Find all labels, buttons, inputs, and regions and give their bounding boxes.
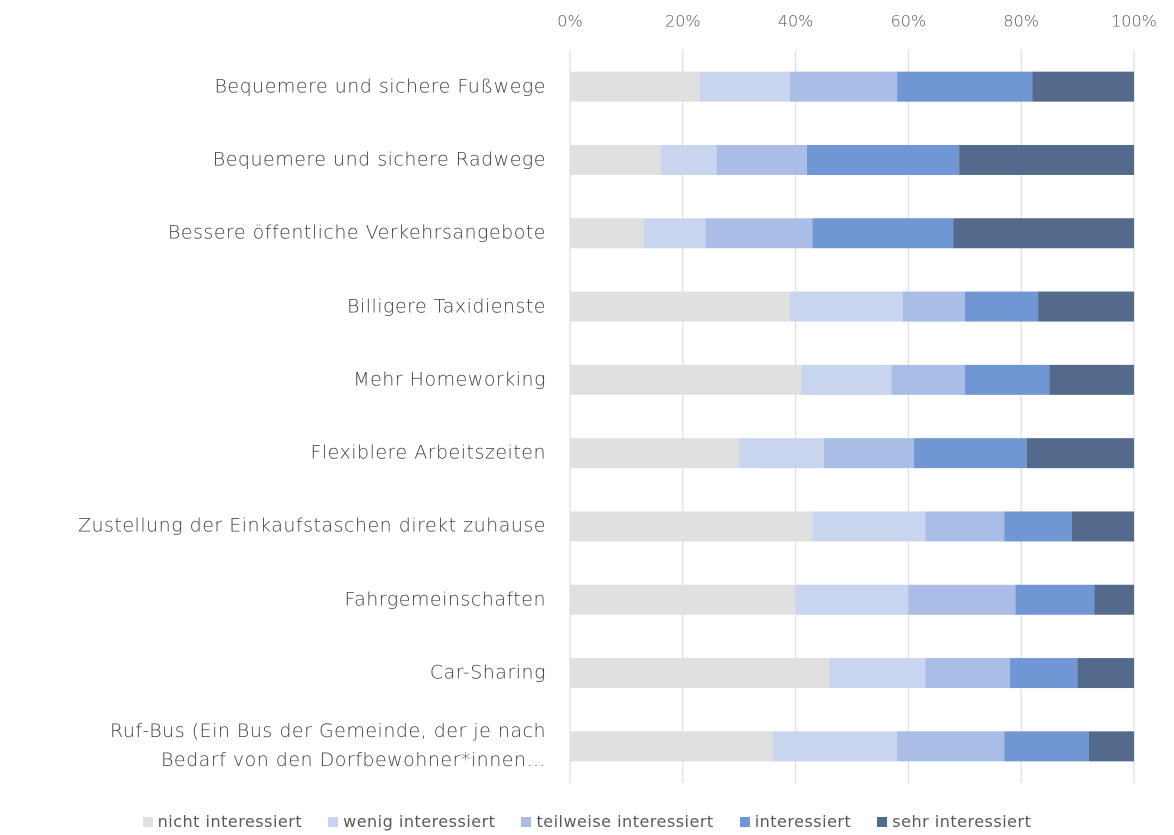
category-label: Zustellung der Einkaufstaschen direkt zu…	[77, 514, 546, 537]
legend-swatch	[739, 816, 750, 827]
bar-segment	[773, 731, 898, 762]
bar-segment	[1009, 658, 1078, 689]
bar-segment	[795, 584, 909, 615]
category-label: Ruf-Bus (Ein Bus der Gemeinde, der je na…	[109, 720, 546, 772]
legend-swatch	[877, 816, 888, 827]
bar-segment	[1071, 511, 1134, 542]
category-label: Bequemere und sichere Radwege	[212, 148, 546, 171]
bar-segment	[914, 438, 1027, 469]
legend-swatch	[142, 816, 153, 827]
legend: nicht interessiert wenig interessiert teil…	[0, 812, 1174, 831]
legend-swatch	[328, 816, 339, 827]
bar-segment	[897, 71, 1033, 102]
x-tick-label: 60%	[891, 12, 927, 31]
bar-segment	[789, 291, 903, 322]
bar-segment	[1004, 731, 1089, 762]
bar-segment	[953, 218, 1134, 249]
bar-segment	[1038, 291, 1134, 322]
bar-segment	[1004, 511, 1072, 542]
category-label: Bequemere und sichere Fußwege	[214, 75, 546, 98]
bar-segment	[570, 218, 644, 249]
bar-segment	[964, 364, 1050, 395]
bar-segment	[705, 218, 813, 249]
bar-segment	[1094, 584, 1134, 615]
legend-swatch	[521, 816, 532, 827]
bar-segment	[891, 364, 965, 395]
bar-segment	[801, 364, 892, 395]
bar-segment	[1026, 438, 1134, 469]
bar-segment	[570, 584, 796, 615]
bar-segment	[829, 658, 926, 689]
x-tick-label: 40%	[778, 12, 814, 31]
bar-segment	[812, 511, 926, 542]
bar-segment	[1049, 364, 1134, 395]
bar-segment	[570, 511, 813, 542]
bar-segment	[789, 71, 898, 102]
bar-segment	[902, 291, 965, 322]
legend-item: wenig interessiert	[328, 812, 495, 831]
category-label: Mehr Homeworking	[353, 368, 546, 391]
legend-item: sehr interessiert	[877, 812, 1031, 831]
bar-segment	[570, 291, 790, 322]
bar-segment	[908, 584, 1016, 615]
bar-segment	[570, 144, 661, 175]
category-label: Fahrgemeinschaften	[344, 588, 546, 611]
bar-segment	[570, 731, 774, 762]
category-label: Car-Sharing	[429, 661, 546, 684]
legend-label: teilweise interessiert	[536, 812, 714, 831]
bar-segment	[897, 731, 1005, 762]
legend-label: wenig interessiert	[343, 812, 496, 831]
bar-segment	[570, 658, 830, 689]
bar-segment	[806, 144, 960, 175]
bar-segment	[823, 438, 915, 469]
legend-item: teilweise interessiert	[521, 812, 713, 831]
bar-segment	[1032, 71, 1134, 102]
bar-segment	[570, 438, 740, 469]
bar-segment	[643, 218, 706, 249]
bar-segment	[964, 291, 1039, 322]
bar-segment	[925, 511, 1005, 542]
category-label: Billigere Taxidienste	[346, 295, 546, 318]
category-label: Flexiblere Arbeitszeiten	[310, 441, 546, 464]
bar-segment	[812, 218, 954, 249]
category-label: Bessere öffentliche Verkehrsangebote	[167, 221, 546, 244]
legend-label: sehr interessiert	[892, 812, 1032, 831]
bar-segment	[739, 438, 824, 469]
x-tick-label: 0%	[557, 12, 582, 31]
legend-item: nicht interessiert	[142, 812, 303, 831]
x-tick-label: 80%	[1003, 12, 1039, 31]
bar-segment	[925, 658, 1010, 689]
x-tick-label: 100%	[1111, 12, 1157, 31]
legend-label: nicht interessiert	[157, 812, 303, 831]
legend-label: interessiert	[754, 812, 852, 831]
bar-segment	[1077, 658, 1134, 689]
bar-segment	[1088, 731, 1134, 762]
bar-segment	[570, 71, 700, 102]
bar-segment	[699, 71, 790, 102]
legend-item: interessiert	[739, 812, 852, 831]
bar-segment	[959, 144, 1134, 175]
bar-segment	[660, 144, 717, 175]
bar-segment	[716, 144, 807, 175]
bar-segment	[1015, 584, 1095, 615]
bar-segment	[570, 364, 802, 395]
x-tick-label: 20%	[665, 12, 701, 31]
